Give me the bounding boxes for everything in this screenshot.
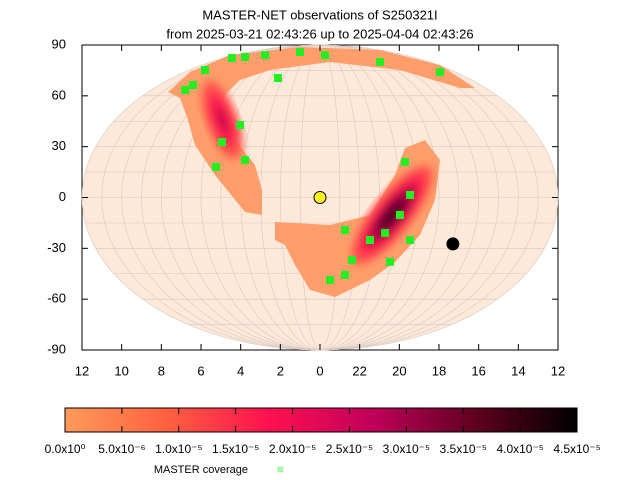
- x-tick-label: 20: [392, 363, 406, 378]
- x-tick-label: 0: [316, 363, 323, 378]
- coverage-point: [365, 236, 374, 245]
- coverage-point: [236, 120, 245, 129]
- y-tick-label: -30: [47, 240, 66, 255]
- x-tick-label: 6: [197, 363, 204, 378]
- coverage-point: [320, 51, 329, 60]
- coverage-point: [395, 210, 404, 219]
- coverage-point: [212, 163, 221, 171]
- colorbar-label: 4.0x10⁻⁵: [496, 442, 543, 456]
- coverage-point: [340, 226, 349, 235]
- x-tick-label: 10: [114, 363, 128, 378]
- coverage-point: [401, 158, 410, 167]
- colorbar-label: 1.0x10⁻⁵: [155, 442, 202, 456]
- x-tick-label: 4: [237, 363, 244, 378]
- x-tick-label: 18: [432, 363, 446, 378]
- body-marker: [313, 191, 327, 204]
- coverage-point: [273, 74, 282, 83]
- legend-label: MASTER coverage: [154, 464, 248, 476]
- coverage-point: [241, 156, 250, 165]
- coverage-point: [241, 53, 250, 62]
- y-tick-label: -60: [47, 291, 66, 306]
- region-north: [168, 47, 475, 215]
- legend-swatch: [277, 466, 284, 473]
- coverage-point: [325, 276, 334, 285]
- colorbar: [64, 407, 578, 433]
- coverage-point: [406, 236, 415, 245]
- coverage-point: [347, 256, 356, 265]
- body-marker: [446, 237, 460, 251]
- coverage-point: [227, 54, 236, 63]
- x-tick-label: 14: [511, 363, 525, 378]
- colorbar-label: 5.0x10⁻⁶: [98, 442, 145, 456]
- coverage-point: [435, 68, 444, 77]
- coverage-point: [381, 228, 390, 237]
- colorbar-label: 2.5x10⁻⁵: [326, 442, 373, 456]
- coverage-point: [200, 66, 209, 75]
- y-tick-label: -90: [47, 341, 66, 356]
- x-tick-label: 12: [75, 363, 89, 378]
- coverage-point: [189, 80, 198, 89]
- x-tick-label: 16: [471, 363, 485, 378]
- colorbar-label: 0.0x10⁰: [45, 442, 86, 456]
- y-tick-label: 60: [52, 87, 66, 102]
- coverage-point: [295, 48, 304, 57]
- y-tick-label: 30: [52, 138, 66, 153]
- colorbar-label: 1.5x10⁻⁵: [212, 442, 259, 456]
- colorbar-label: 2.0x10⁻⁵: [269, 442, 316, 456]
- coverage-point: [340, 270, 349, 279]
- coverage-point: [386, 257, 395, 266]
- colorbar-label: 3.5x10⁻⁵: [440, 442, 487, 456]
- chart-title: MASTER-NET observations of S250321I: [202, 7, 437, 22]
- colorbar-label: 3.0x10⁻⁵: [383, 442, 430, 456]
- coverage-point: [406, 190, 415, 199]
- chart-subtitle: from 2025-03-21 02:43:26 up to 2025-04-0…: [166, 26, 473, 41]
- coverage-point: [218, 138, 227, 147]
- x-tick-label: 2: [277, 363, 284, 378]
- marks: [181, 48, 460, 285]
- y-tick-label: 0: [59, 189, 66, 204]
- x-tick-label: 8: [158, 363, 165, 378]
- x-tick-label: 12: [551, 363, 565, 378]
- region-north-core: [201, 80, 243, 160]
- coverage-point: [181, 85, 190, 94]
- x-tick-label: 22: [352, 363, 366, 378]
- colorbar-label: 4.5x10⁻⁵: [553, 442, 600, 456]
- coverage-point: [376, 57, 385, 66]
- y-tick-label: 90: [52, 36, 66, 51]
- coverage-point: [261, 51, 270, 60]
